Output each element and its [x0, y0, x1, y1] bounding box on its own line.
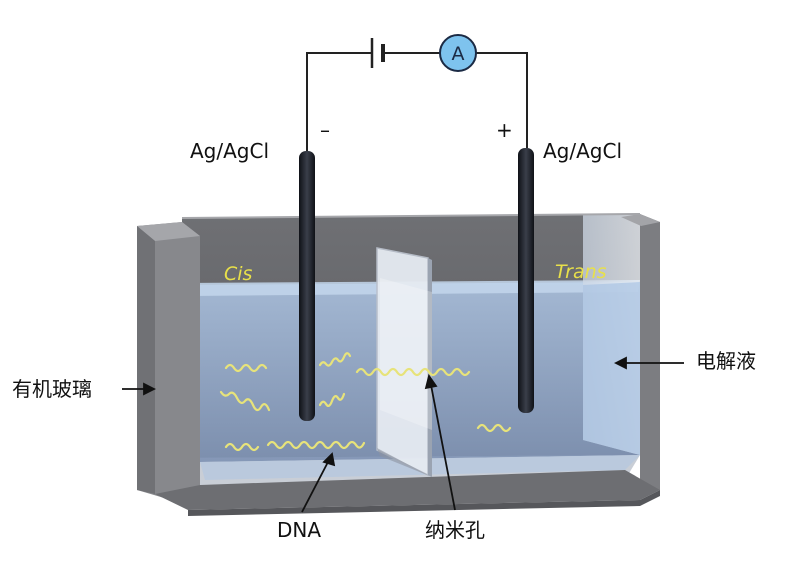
dna-arrow: [301, 461, 329, 513]
dna-strand: [224, 363, 268, 373]
right-electrode-label: Ag/AgCl: [543, 139, 622, 163]
electrolyte-label: 电解液: [696, 349, 756, 373]
tank-left-wall-face: [137, 226, 155, 494]
dna-strand: [219, 390, 271, 412]
tank-bottom-front: [188, 490, 660, 516]
left-electrode-label: Ag/AgCl: [190, 139, 269, 163]
right-electrode: [518, 148, 534, 413]
wire-right: [476, 52, 528, 148]
dna-strands: [219, 352, 512, 452]
tank-right-glass-blue: [583, 282, 640, 455]
electrodes: [299, 148, 534, 421]
left-electrode: [299, 151, 315, 421]
positive-sign: +: [496, 118, 513, 142]
dna-label: DNA: [277, 518, 321, 542]
dna-strand: [224, 442, 260, 452]
tank-bottom: [155, 470, 660, 510]
battery-icon: [370, 38, 385, 68]
tank-right-wall: [640, 214, 660, 495]
dna-strand-translocating: [355, 367, 471, 377]
cis-label: Cis: [224, 263, 253, 285]
circuit: [306, 52, 528, 151]
pore-light-cone: [380, 278, 432, 430]
nanopore-arrow: [430, 384, 456, 511]
ammeter-icon: A: [439, 34, 477, 72]
tank-right-wall-top: [621, 214, 660, 226]
tank-left-wall-top: [137, 222, 200, 241]
negative-sign: –: [320, 118, 330, 142]
wire-left: [306, 52, 372, 151]
dna-strand: [318, 392, 346, 407]
membrane: [376, 247, 432, 477]
ammeter-label: A: [452, 43, 465, 65]
trans-label: Trans: [555, 261, 607, 283]
dna-strand: [266, 440, 366, 450]
nanopore-label: 纳米孔: [425, 518, 485, 542]
container-label: 有机玻璃: [12, 377, 92, 401]
membrane-edge: [428, 258, 432, 477]
dna-strand: [318, 352, 352, 367]
dna-strand: [476, 423, 512, 433]
pointer-arrows: [122, 356, 684, 513]
